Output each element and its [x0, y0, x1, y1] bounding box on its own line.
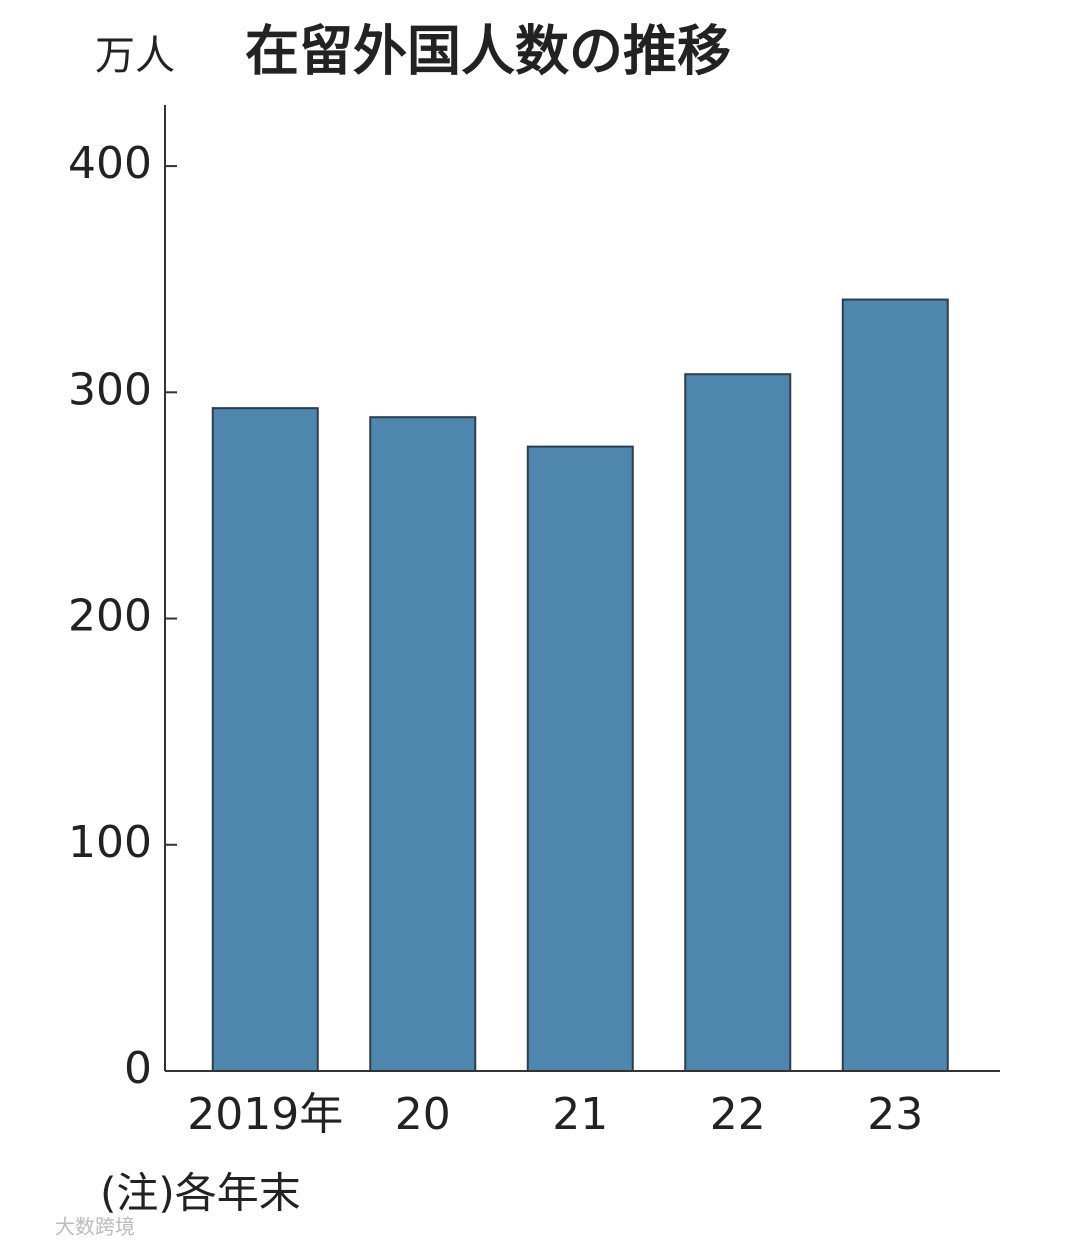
x-tick-label: 2019年: [187, 1089, 343, 1140]
y-tick-label: 300: [68, 364, 152, 415]
chart-title: 在留外国人数の推移: [245, 20, 731, 83]
note: (注)各年末: [100, 1169, 301, 1218]
x-tick-label: 23: [867, 1089, 923, 1140]
bar: [369, 416, 477, 1072]
bar: [841, 298, 949, 1072]
bar: [684, 373, 792, 1072]
watermark: 大数跨境: [55, 1215, 135, 1239]
y-tick-label: 200: [68, 591, 152, 642]
bar: [526, 445, 634, 1072]
y-unit: 万人: [95, 33, 175, 79]
x-tick-label: 20: [395, 1089, 451, 1140]
x-tick-label: 22: [710, 1089, 766, 1140]
x-tick-label: 21: [552, 1089, 608, 1140]
y-tick-label: 400: [68, 138, 152, 189]
y-tick-label: 100: [68, 817, 152, 868]
bar: [211, 407, 319, 1073]
y-tick-label: 0: [124, 1043, 152, 1094]
